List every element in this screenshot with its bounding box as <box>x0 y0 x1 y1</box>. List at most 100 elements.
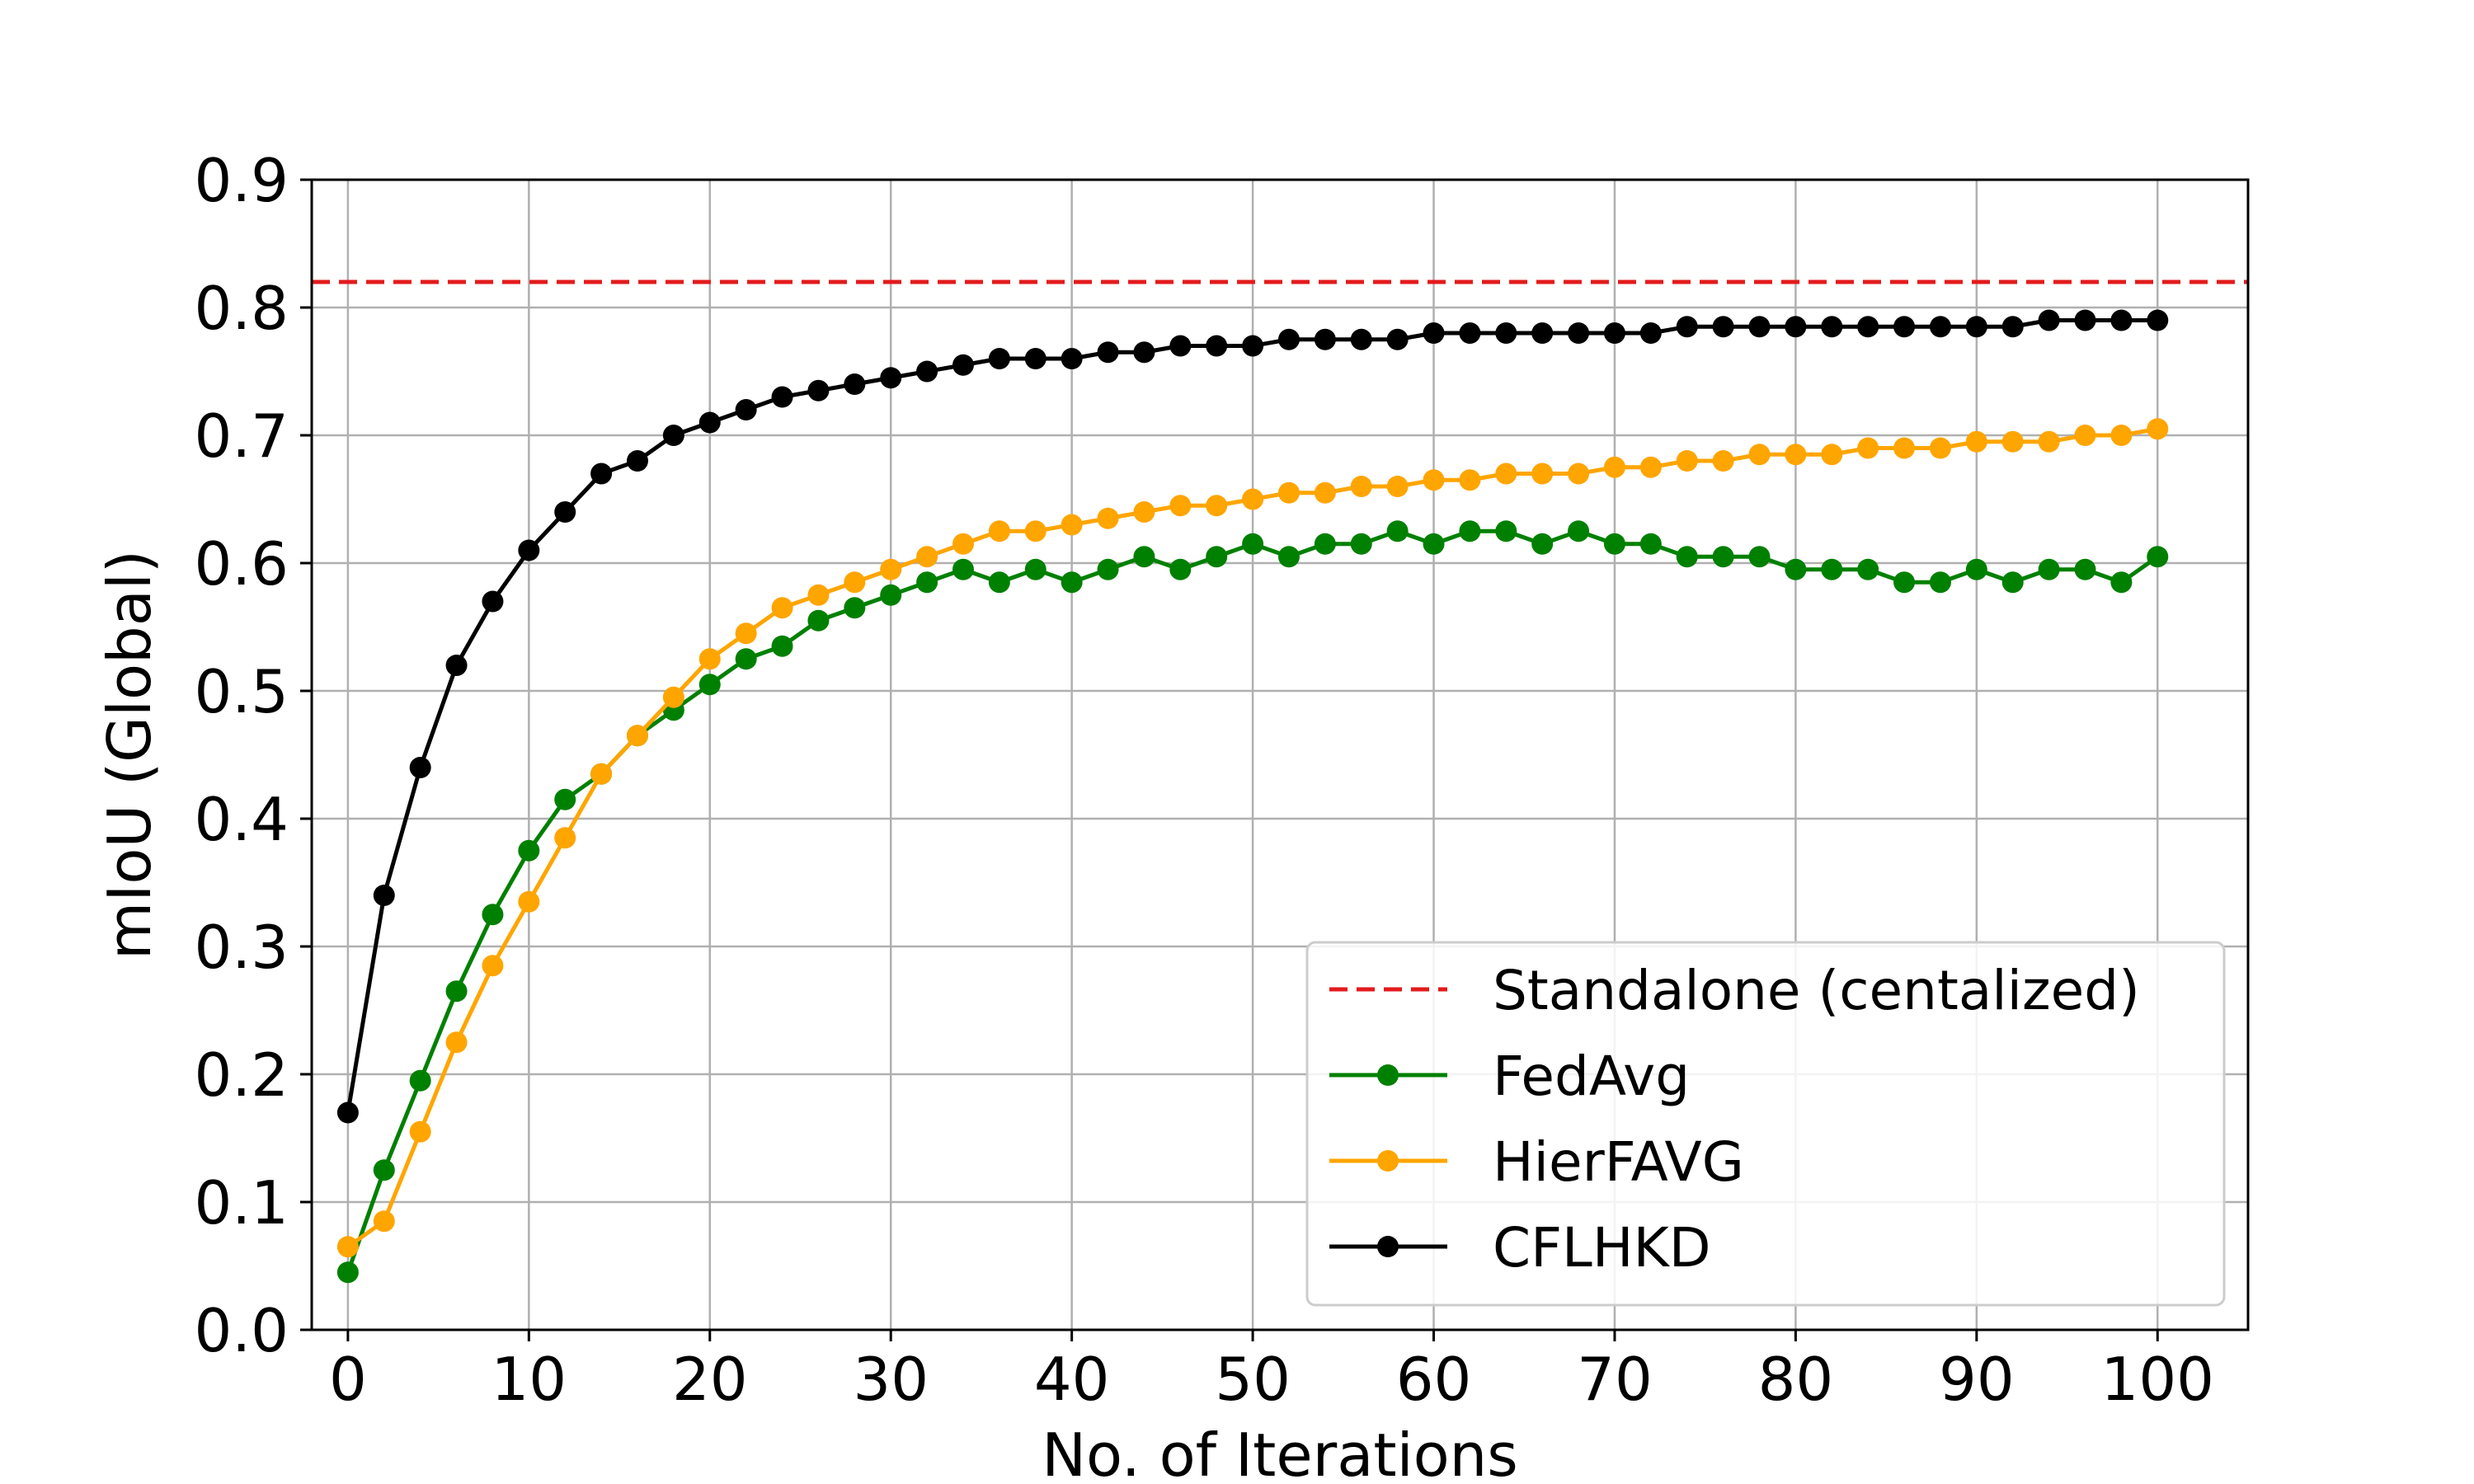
data-point-fedavg <box>409 1069 431 1092</box>
data-point-cflhkd <box>916 360 938 383</box>
data-point-fedavg <box>698 674 721 696</box>
data-point-cflhkd <box>1350 328 1372 350</box>
data-point-hierfavg <box>1676 450 1698 472</box>
data-point-hierfavg <box>626 725 648 747</box>
data-point-fedavg <box>1712 546 1734 568</box>
data-point-fedavg <box>844 597 866 619</box>
data-point-fedavg <box>1639 533 1662 555</box>
y-axis-label: mIoU (Global) <box>95 550 164 960</box>
legend-item-cflhkd: CFLHKD <box>1329 1216 1711 1280</box>
data-point-cflhkd <box>2001 316 2024 338</box>
data-point-hierfavg <box>1097 507 1119 529</box>
data-point-hierfavg <box>1929 437 1951 459</box>
legend-item-fedavg: FedAvg <box>1329 1045 1690 1108</box>
data-point-hierfavg <box>1821 444 1843 466</box>
legend-label: CFLHKD <box>1493 1216 1711 1280</box>
data-point-hierfavg <box>1639 456 1662 478</box>
data-point-hierfavg <box>373 1210 395 1233</box>
data-point-cflhkd <box>518 539 540 561</box>
data-point-fedavg <box>1133 546 1155 568</box>
data-point-fedavg <box>1024 558 1047 580</box>
x-tick-label: 70 <box>1577 1345 1653 1414</box>
data-point-hierfavg <box>554 827 576 849</box>
data-point-cflhkd <box>2038 309 2060 331</box>
axis-ticks: 0 10 20 30 40 50 60 70 80 90 100 0.0 0.1 0.2 0.3 0.4 0.5… <box>194 146 2214 1414</box>
data-point-hierfavg <box>1495 463 1517 485</box>
legend-item-hierfavg: HierFAVG <box>1329 1130 1744 1194</box>
series-fedavg <box>336 520 2169 1284</box>
data-point-fedavg <box>336 1261 359 1284</box>
data-point-cflhkd <box>1495 322 1517 344</box>
data-point-cflhkd <box>771 386 793 408</box>
data-point-cflhkd <box>1785 316 1807 338</box>
y-tick-label: 0.4 <box>194 785 289 854</box>
data-point-cflhkd <box>807 379 830 402</box>
data-point-hierfavg <box>1857 437 1879 459</box>
data-point-fedavg <box>2074 558 2096 580</box>
data-point-cflhkd <box>1893 316 1916 338</box>
data-point-hierfavg <box>2110 425 2133 446</box>
data-point-cflhkd <box>1929 316 1951 338</box>
data-point-fedavg <box>1097 558 1119 580</box>
data-point-fedavg <box>2110 571 2133 594</box>
data-point-hierfavg <box>1386 476 1409 497</box>
x-axis-label: No. of Iterations <box>1042 1421 1518 1484</box>
y-tick-label: 0.5 <box>194 657 289 726</box>
data-point-cflhkd <box>844 373 866 395</box>
data-point-fedavg <box>1857 558 1879 580</box>
data-point-cflhkd <box>698 411 721 434</box>
data-point-fedavg <box>1603 533 1625 555</box>
data-point-cflhkd <box>1965 316 1987 338</box>
data-point-hierfavg <box>2147 418 2169 440</box>
data-point-cflhkd <box>1821 316 1843 338</box>
legend-label: HierFAVG <box>1493 1130 1744 1194</box>
data-point-hierfavg <box>518 890 540 913</box>
data-point-cflhkd <box>1133 341 1155 364</box>
data-point-fedavg <box>1277 546 1300 568</box>
data-point-fedavg <box>988 571 1010 594</box>
data-point-hierfavg <box>844 571 866 594</box>
data-point-hierfavg <box>662 686 684 708</box>
data-point-fedavg <box>1965 558 1987 580</box>
legend-box <box>1305 941 2226 1307</box>
data-point-fedavg <box>518 839 540 862</box>
data-point-fedavg <box>1785 558 1807 580</box>
data-point-fedavg <box>1206 546 1228 568</box>
y-tick-label: 0.9 <box>194 146 289 215</box>
data-point-hierfavg <box>1133 501 1155 523</box>
data-point-fedavg <box>2001 571 2024 594</box>
data-point-fedavg <box>807 609 830 632</box>
data-point-hierfavg <box>2074 425 2096 446</box>
data-point-cflhkd <box>1857 316 1879 338</box>
data-point-cflhkd <box>1748 316 1771 338</box>
data-point-cflhkd <box>1024 348 1047 369</box>
data-point-fedavg <box>1929 571 1951 594</box>
data-point-hierfavg <box>2001 430 2024 453</box>
data-point-fedavg <box>1386 520 1409 542</box>
data-point-hierfavg <box>1568 463 1590 485</box>
data-point-cflhkd <box>1639 322 1662 344</box>
data-point-cflhkd <box>373 885 395 906</box>
x-tick-label: 60 <box>1396 1345 1472 1414</box>
data-point-hierfavg <box>698 648 721 670</box>
data-point-hierfavg <box>1531 463 1554 485</box>
data-point-cflhkd <box>409 757 431 778</box>
data-point-fedavg <box>952 558 974 580</box>
data-point-cflhkd <box>1169 335 1192 357</box>
data-point-cflhkd <box>590 463 613 485</box>
data-point-fedavg <box>1676 546 1698 568</box>
data-point-cflhkd <box>2147 309 2169 331</box>
data-point-cflhkd <box>1314 328 1336 350</box>
data-point-fedavg <box>1748 546 1771 568</box>
data-point-hierfavg <box>1748 444 1771 466</box>
data-point-fedavg <box>445 980 468 1003</box>
data-point-fedavg <box>916 571 938 594</box>
series-hierfavg <box>336 418 2169 1258</box>
data-point-cflhkd <box>445 655 468 676</box>
data-point-cflhkd <box>1242 335 1264 357</box>
data-point-fedavg <box>1169 558 1192 580</box>
data-point-hierfavg <box>1350 476 1372 497</box>
y-tick-label: 0.6 <box>194 529 289 599</box>
data-point-hierfavg <box>1314 481 1336 504</box>
data-point-hierfavg <box>1169 495 1192 517</box>
